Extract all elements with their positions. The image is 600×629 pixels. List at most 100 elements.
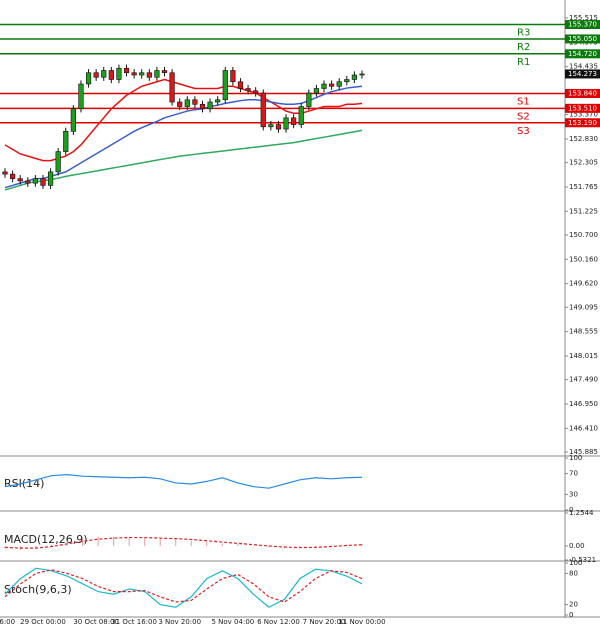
x-tick-label: 6 Nov 12:00 (257, 618, 300, 626)
level-price-label: 153.840 (568, 89, 597, 97)
candle-body (237, 81, 244, 89)
moving-average (4, 85, 363, 189)
candle-body (25, 180, 31, 184)
y-tick-label: 0.00 (569, 542, 585, 550)
candle-body (230, 70, 236, 83)
y-tick-label: 150.160 (569, 255, 598, 263)
y-tick-label: 146.950 (569, 400, 598, 408)
y-tick-label: 148.015 (569, 352, 598, 360)
candle-body (260, 92, 266, 128)
level-price-box (565, 20, 600, 30)
stoch-title: Stoch(9,6,3) (4, 583, 72, 596)
y-tick-label: 100 (569, 559, 582, 567)
level-price-label: 153.190 (568, 119, 597, 127)
candle-body (177, 101, 183, 107)
candle-body (93, 72, 99, 78)
candle-body (291, 117, 297, 125)
x-tick-label: 5 Nov 04:00 (211, 618, 254, 626)
candle-body (146, 72, 152, 78)
y-tick-label: 0 (569, 506, 573, 514)
y-tick-label: 70 (569, 470, 578, 478)
candle-body (268, 124, 274, 128)
y-tick-label: 148.555 (569, 328, 598, 336)
candle-body (207, 101, 213, 110)
candle-body (154, 70, 160, 78)
candle-body (359, 73, 365, 76)
y-tick-label: -0.5321 (569, 556, 596, 564)
candle-body (70, 108, 76, 132)
y-tick-label: 80 (569, 569, 578, 577)
candle-body (192, 99, 198, 105)
y-tick-label: 20 (569, 601, 578, 609)
candle-body (101, 70, 107, 78)
level-price-label: 153.510 (568, 104, 597, 112)
y-tick-label: 151.765 (569, 183, 598, 191)
last-price-label: 154.273 (568, 70, 597, 78)
candle-body (329, 83, 335, 87)
candle-body (344, 79, 350, 83)
candle-body (336, 81, 342, 87)
moving-average (4, 129, 363, 191)
candle-body (321, 83, 327, 89)
level-price-box (565, 34, 600, 44)
y-tick-label: 154.435 (569, 63, 598, 71)
y-tick-label: 152.830 (569, 135, 598, 143)
y-tick-label: 155.515 (569, 14, 598, 22)
indicator-line (4, 474, 363, 489)
level-name: S3 (517, 126, 530, 137)
level-price-label: 155.370 (568, 21, 597, 29)
y-tick-label: 151.225 (569, 207, 598, 215)
candle-body (306, 92, 312, 107)
y-tick-label: 146.410 (569, 424, 598, 432)
y-tick-label: 150.700 (569, 231, 598, 239)
candle-body (184, 99, 190, 107)
last-price-box (565, 69, 600, 79)
candle-body (32, 178, 38, 184)
candle-body (169, 72, 175, 103)
level-price-box (565, 103, 600, 113)
x-tick-label: 7 Nov 20:00 (303, 618, 346, 626)
x-tick-label: 3 Nov 20:00 (158, 618, 201, 626)
level-price-box (565, 88, 600, 98)
indicator-line (4, 567, 363, 608)
level-name: R2 (517, 42, 530, 53)
candle-body (85, 72, 92, 85)
candle-body (9, 173, 16, 179)
level-name: R3 (517, 28, 530, 39)
y-tick-label: 30 (569, 490, 578, 498)
candle-body (222, 70, 228, 101)
level-price-box (565, 118, 600, 128)
y-tick-label: 152.305 (569, 159, 598, 167)
candle-body (17, 178, 23, 182)
x-tick-label: 29 Oct 00:00 (20, 618, 66, 626)
x-tick-label: 31 Oct 16:00 (111, 618, 157, 626)
candle-body (283, 117, 289, 130)
candle-body (123, 67, 130, 74)
x-tick-label: 30 Oct 08:00 (73, 618, 119, 626)
y-tick-label: 149.095 (569, 303, 598, 311)
level-price-label: 154.720 (568, 50, 597, 58)
candle-body (215, 99, 221, 103)
candle-body (116, 67, 122, 80)
candle-body (131, 72, 137, 76)
candle-body (298, 106, 304, 125)
candle-body (313, 88, 320, 94)
candle-body (245, 88, 251, 92)
candle-body (199, 103, 206, 110)
level-price-box (565, 49, 600, 59)
candle-body (253, 90, 259, 94)
y-tick-label: 153.370 (569, 111, 598, 119)
candle-body (275, 124, 282, 130)
y-tick-label: 100 (569, 454, 582, 462)
candle-body (40, 178, 46, 186)
y-tick-label: 0 (569, 611, 573, 619)
candle-body (351, 74, 358, 80)
candle-body (47, 171, 54, 186)
y-tick-label: 145.885 (569, 448, 598, 456)
candle-body (2, 171, 8, 175)
level-name: S2 (517, 111, 530, 122)
candle-body (161, 70, 168, 74)
indicator-line (4, 569, 363, 603)
